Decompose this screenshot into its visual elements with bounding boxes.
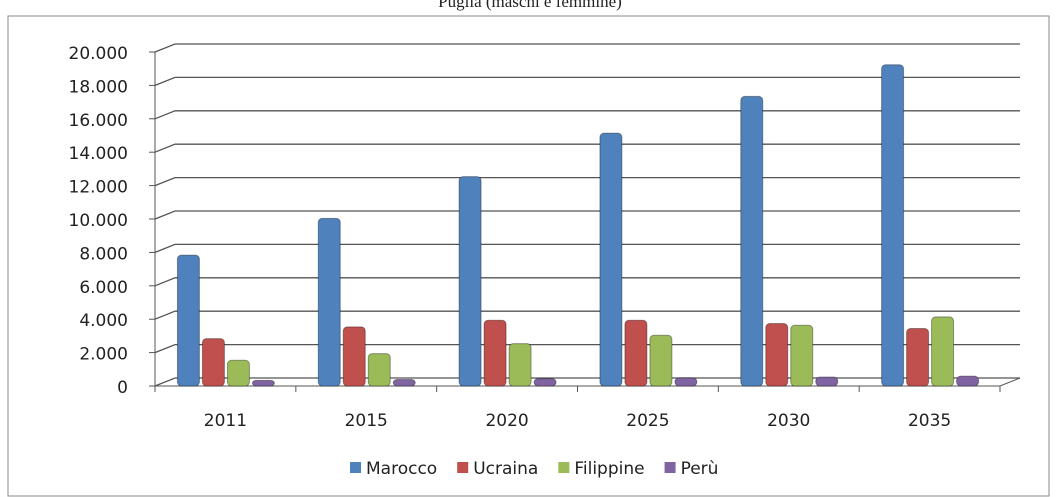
grid-line — [154, 143, 1020, 153]
legend-label: Perù — [681, 459, 719, 479]
grid-line — [154, 310, 1020, 320]
chart-title: Puglia (maschi e femmine) — [438, 0, 622, 11]
bar — [483, 319, 507, 387]
bar — [599, 132, 623, 387]
y-tick-label: 16.000 — [69, 111, 128, 131]
bar — [176, 254, 200, 387]
grid-line — [154, 43, 1020, 53]
bar — [881, 64, 905, 387]
bar — [458, 176, 482, 387]
bar — [317, 217, 341, 387]
grid-line — [154, 176, 1020, 187]
y-tick-label: 4.000 — [79, 311, 128, 331]
bar — [906, 328, 930, 387]
y-tick-label: 2.000 — [79, 345, 128, 365]
legend-label: Marocco — [366, 459, 437, 479]
chart-border — [7, 15, 1050, 497]
bar — [342, 326, 366, 387]
x-tick-label: 2025 — [626, 411, 669, 431]
bar — [790, 324, 814, 387]
x-tick-label: 2011 — [204, 411, 247, 431]
y-tick-label: 14.000 — [69, 144, 128, 164]
bar — [740, 95, 764, 387]
x-tick-label: 2020 — [485, 411, 528, 431]
grid-line — [154, 76, 1020, 87]
y-tick-label: 0 — [117, 378, 128, 398]
bar — [201, 338, 225, 387]
legend-label: Filippine — [574, 459, 644, 479]
grid-line — [154, 343, 1020, 354]
y-tick-label: 10.000 — [69, 211, 128, 231]
bar — [956, 375, 980, 387]
bar — [251, 379, 275, 387]
legend-swatch — [558, 462, 570, 473]
legend-label: Ucraina — [473, 459, 538, 479]
bar — [533, 378, 557, 387]
bar — [392, 378, 416, 387]
y-tick-label: 12.000 — [69, 178, 128, 198]
y-tick-label: 20.000 — [69, 44, 128, 64]
y-tick-label: 6.000 — [79, 278, 128, 298]
bar — [674, 377, 698, 387]
x-tick-label: 2015 — [345, 411, 388, 431]
grid-line — [154, 277, 1020, 287]
grid-line — [154, 110, 1020, 120]
bar — [508, 343, 532, 387]
grid-line — [154, 210, 1020, 220]
x-tick-label: 2030 — [767, 411, 810, 431]
bar — [765, 323, 789, 387]
bar — [367, 353, 391, 387]
x-tick-label: 2035 — [908, 411, 951, 431]
legend-swatch — [664, 462, 676, 473]
legend-swatch — [457, 462, 469, 473]
y-tick-label: 8.000 — [79, 244, 128, 264]
grid-line — [154, 377, 1020, 387]
y-tick-label: 18.000 — [69, 77, 128, 97]
bar — [226, 359, 250, 387]
bar — [931, 316, 955, 387]
legend-swatch — [350, 462, 361, 473]
grid-line — [154, 243, 1020, 254]
bar — [624, 319, 648, 387]
bar — [649, 334, 673, 387]
bar — [815, 376, 839, 387]
